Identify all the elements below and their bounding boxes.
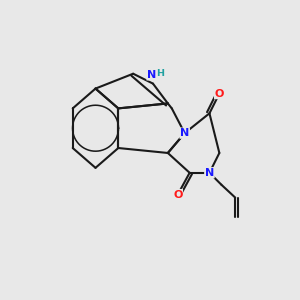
Text: N: N [180,128,189,138]
Text: O: O [173,190,182,200]
Text: N: N [205,168,214,178]
Text: H: H [156,69,164,78]
Text: O: O [215,88,224,98]
Text: N: N [147,70,156,80]
